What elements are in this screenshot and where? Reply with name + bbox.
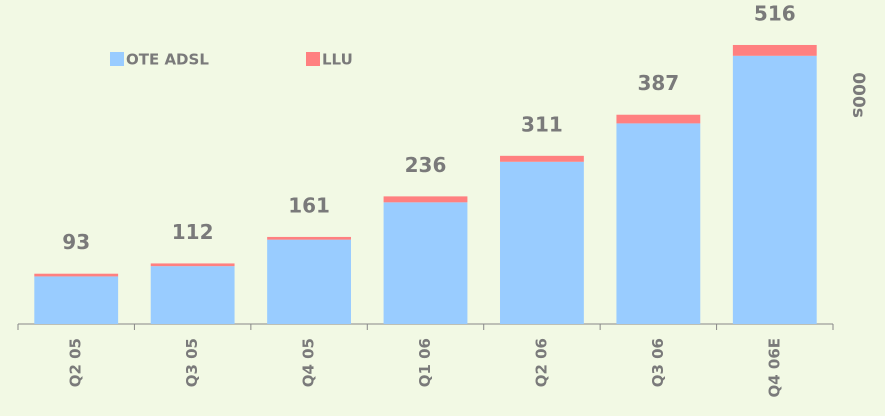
legend-swatch [306, 52, 320, 66]
total-label: 161 [288, 193, 330, 217]
total-label: 387 [637, 71, 679, 95]
bar-segment [616, 114, 701, 124]
bar-segment [383, 196, 468, 203]
x-tick-label: Q3 06 [649, 338, 667, 387]
y-axis-label: 000s [848, 72, 868, 118]
x-tick-label: Q4 06E [765, 338, 783, 398]
legend-label: LLU [322, 51, 353, 69]
bar-segment [267, 239, 351, 324]
bar-segment [34, 273, 119, 277]
legend-label: OTE ADSL [126, 51, 209, 69]
bar-segment [267, 236, 351, 240]
bar-segment [500, 155, 584, 162]
bar-segment [616, 123, 701, 324]
x-tick-label: Q4 05 [300, 338, 318, 387]
x-tick-label: Q2 05 [67, 338, 85, 387]
total-label: 236 [405, 153, 447, 177]
bar-segment [150, 266, 235, 324]
bar-segment [150, 263, 235, 267]
bar-segment [732, 55, 817, 324]
bar-segment [500, 161, 584, 324]
total-label: 516 [754, 1, 796, 25]
total-label: 112 [172, 220, 214, 244]
bar-segment [732, 44, 817, 56]
legend-swatch [110, 52, 124, 66]
total-label: 311 [521, 112, 563, 136]
bar-segment [34, 276, 119, 324]
x-tick-label: Q2 06 [532, 338, 550, 387]
x-tick-label: Q3 05 [183, 338, 201, 387]
bar-segment [383, 202, 468, 324]
total-label: 93 [62, 230, 90, 254]
x-tick-label: Q1 06 [416, 338, 434, 387]
